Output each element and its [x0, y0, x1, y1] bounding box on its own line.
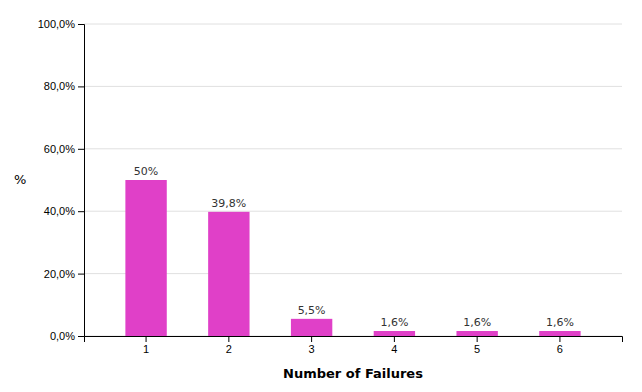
- y-tick: 100,0%: [38, 18, 84, 30]
- data-label: 50%: [134, 165, 158, 178]
- y-tick-label: 100,0%: [38, 18, 76, 30]
- y-tick: 0,0%: [50, 330, 84, 342]
- x-tick: 2: [226, 336, 232, 355]
- bar: [291, 319, 332, 336]
- grid-line: [84, 86, 622, 87]
- x-tick-mark: [477, 336, 478, 342]
- y-tick-label: 20,0%: [44, 268, 75, 280]
- y-axis-line: [78, 25, 85, 337]
- y-tick-label: 80,0%: [44, 80, 75, 92]
- y-tick: 60,0%: [44, 143, 84, 155]
- bar: [374, 331, 415, 336]
- x-tick: 1: [143, 336, 149, 355]
- x-tick-mark: [311, 336, 312, 342]
- x-tick-label: 3: [309, 343, 315, 355]
- x-tick-mark: [559, 336, 560, 342]
- data-label: 1,6%: [380, 316, 408, 329]
- y-tick-mark: [78, 149, 84, 150]
- x-axis-title: Number of Failures: [283, 366, 423, 381]
- x-tick: 3: [309, 336, 315, 355]
- y-tick-label: 0,0%: [50, 330, 75, 342]
- data-label: 5,5%: [298, 304, 326, 317]
- bar: [125, 180, 166, 336]
- bar: [456, 331, 497, 336]
- plot: 1234560,0%20,0%40,0%60,0%80,0%100,0%50%3…: [38, 18, 623, 355]
- bar: [208, 212, 249, 336]
- x-tick-mark: [394, 336, 395, 342]
- x-tick-label: 5: [474, 343, 480, 355]
- x-axis-line: [85, 337, 623, 343]
- y-tick-label: 40,0%: [44, 205, 75, 217]
- y-axis: 0,0% 20,0% 40,0% 60,0% 80,0% 100,0%: [38, 18, 85, 342]
- y-tick-mark: [78, 24, 84, 25]
- x-tick: 5: [474, 336, 480, 355]
- y-tick-mark: [78, 211, 84, 212]
- data-label: 1,6%: [463, 316, 491, 329]
- y-tick: 80,0%: [44, 80, 84, 92]
- y-tick-mark: [78, 336, 84, 337]
- x-tick-label: 1: [143, 343, 149, 355]
- x-axis: 1 2 3 4 5 6: [85, 336, 623, 355]
- x-tick-label: 6: [557, 343, 563, 355]
- bars: [125, 180, 580, 336]
- x-tick-label: 4: [391, 343, 397, 355]
- y-tick-label: 60,0%: [44, 143, 75, 155]
- bar: [539, 331, 580, 336]
- chart: 1234560,0%20,0%40,0%60,0%80,0%100,0%50%3…: [0, 0, 642, 392]
- x-tick-mark: [228, 336, 229, 342]
- grid: [84, 24, 622, 336]
- data-labels: 50% 39,8% 5,5% 1,6% 1,6% 1,6%: [134, 165, 574, 329]
- x-tick-mark: [146, 336, 147, 342]
- data-label: 1,6%: [546, 316, 574, 329]
- x-tick-label: 2: [226, 343, 232, 355]
- y-tick: 40,0%: [44, 205, 84, 217]
- y-tick-mark: [78, 274, 84, 275]
- y-tick: 20,0%: [44, 268, 84, 280]
- y-tick-mark: [78, 86, 84, 87]
- data-label: 39,8%: [211, 197, 246, 210]
- grid-line: [84, 148, 622, 149]
- x-tick: 4: [391, 336, 397, 355]
- x-tick: 6: [557, 336, 563, 355]
- grid-line: [84, 24, 622, 25]
- y-axis-title: %: [14, 172, 26, 187]
